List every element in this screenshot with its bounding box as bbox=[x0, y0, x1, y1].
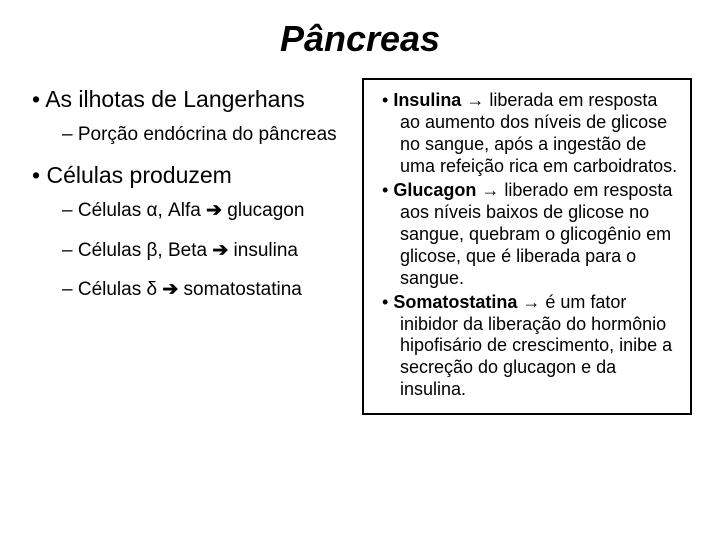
insulina-term: Insulina bbox=[393, 90, 461, 110]
slide-title: Pâncreas bbox=[28, 18, 692, 60]
left-subbullet-1-1: Porção endócrina do pâncreas bbox=[80, 123, 338, 146]
cell-alpha-label: Células α, Alfa bbox=[78, 200, 206, 221]
arrow-icon: ➔ bbox=[212, 240, 228, 261]
cell-alpha-product: glucagon bbox=[222, 200, 304, 221]
cell-beta-product: insulina bbox=[228, 240, 298, 261]
cell-delta-product: somatostatina bbox=[178, 279, 302, 300]
arrow-icon: ➔ bbox=[162, 279, 178, 300]
right-item-glucagon: Glucagon → liberado em resposta aos níve… bbox=[400, 180, 682, 290]
right-item-somatostatina: Somatostatina → é um fator inibidor da l… bbox=[400, 292, 682, 402]
left-subbullet-2-3: Células δ ➔ somatostatina bbox=[80, 278, 338, 301]
right-item-insulina: Insulina → liberada em resposta ao aumen… bbox=[400, 90, 682, 178]
somatostatina-term: Somatostatina bbox=[393, 292, 517, 312]
cell-delta-label: Células δ bbox=[78, 279, 163, 300]
left-subbullet-2-2: Células β, Beta ➔ insulina bbox=[80, 239, 338, 262]
cell-beta-label: Células β, Beta bbox=[78, 240, 213, 261]
left-subbullet-2-1: Células α, Alfa ➔ glucagon bbox=[80, 199, 338, 222]
left-bullet-1: As ilhotas de Langerhans bbox=[50, 86, 338, 113]
left-column: As ilhotas de Langerhans Porção endócrin… bbox=[28, 78, 338, 415]
right-column-boxed: Insulina → liberada em resposta ao aumen… bbox=[362, 78, 692, 415]
arrow-icon: ➔ bbox=[206, 200, 222, 221]
left-bullet-2: Células produzem bbox=[50, 162, 338, 189]
glucagon-term: Glucagon bbox=[393, 180, 476, 200]
two-column-layout: As ilhotas de Langerhans Porção endócrin… bbox=[28, 78, 692, 415]
